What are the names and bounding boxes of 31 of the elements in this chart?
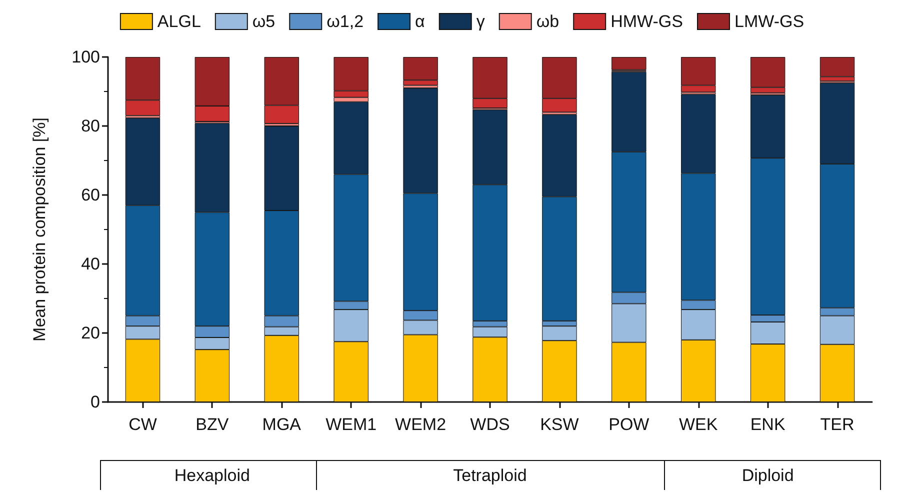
x-tick-label: BZV: [196, 415, 230, 434]
x-tick-label: WDS: [470, 415, 510, 434]
bar: [820, 57, 855, 77]
x-tick-label: KSW: [540, 415, 579, 434]
legend-label: ωb: [536, 12, 560, 31]
legend-label: ω1,2: [326, 12, 364, 31]
legend-label: ALGL: [157, 12, 201, 31]
y-tick-label: 20: [81, 324, 100, 342]
legend-label: α: [415, 12, 426, 31]
x-tick-label: WEM2: [395, 415, 446, 434]
y-tick-label: 0: [90, 392, 100, 412]
legend-label: LMW-GS: [734, 12, 804, 31]
text: Tetraploid: [452, 466, 528, 486]
x-tick-label: TER: [820, 415, 854, 434]
legend-label: ω5: [252, 12, 276, 31]
text: Diploid: [740, 466, 795, 486]
y-axis-title: Mean protein composition [%]: [30, 118, 49, 342]
x-tick-label: MGA: [262, 415, 302, 434]
x-tick-label: CW: [128, 415, 157, 434]
x-tick-label: ENK: [750, 415, 786, 434]
y-tick-label: 60: [81, 186, 100, 204]
x-tick-label: POW: [608, 415, 650, 434]
x-tick-label: WEK: [678, 415, 718, 434]
bar: [612, 57, 646, 70]
x-tick-label: WEM1: [326, 415, 377, 434]
legend-label: HMW-GS: [610, 12, 683, 31]
legend-label: γ: [476, 12, 486, 31]
text: Hexaploid: [173, 466, 251, 486]
y-tick-label: 40: [81, 254, 100, 274]
y-tick-label: 100: [72, 48, 100, 66]
y-tick-label: 80: [81, 116, 100, 136]
